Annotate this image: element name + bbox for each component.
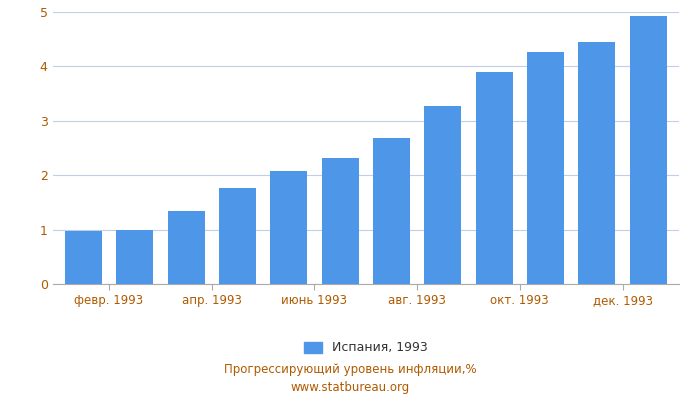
Bar <box>373 138 410 284</box>
Bar <box>270 171 307 284</box>
Bar <box>65 231 101 284</box>
Text: www.statbureau.org: www.statbureau.org <box>290 382 410 394</box>
Text: Прогрессирующий уровень инфляции,%: Прогрессирующий уровень инфляции,% <box>224 364 476 376</box>
Bar <box>475 72 512 284</box>
Bar <box>424 106 461 284</box>
Bar <box>219 188 256 284</box>
Bar <box>578 42 615 284</box>
Bar <box>527 52 564 284</box>
Legend: Испания, 1993: Испания, 1993 <box>298 336 433 360</box>
Bar <box>321 158 358 284</box>
Bar <box>116 230 153 284</box>
Bar <box>630 16 666 284</box>
Bar <box>167 210 204 284</box>
